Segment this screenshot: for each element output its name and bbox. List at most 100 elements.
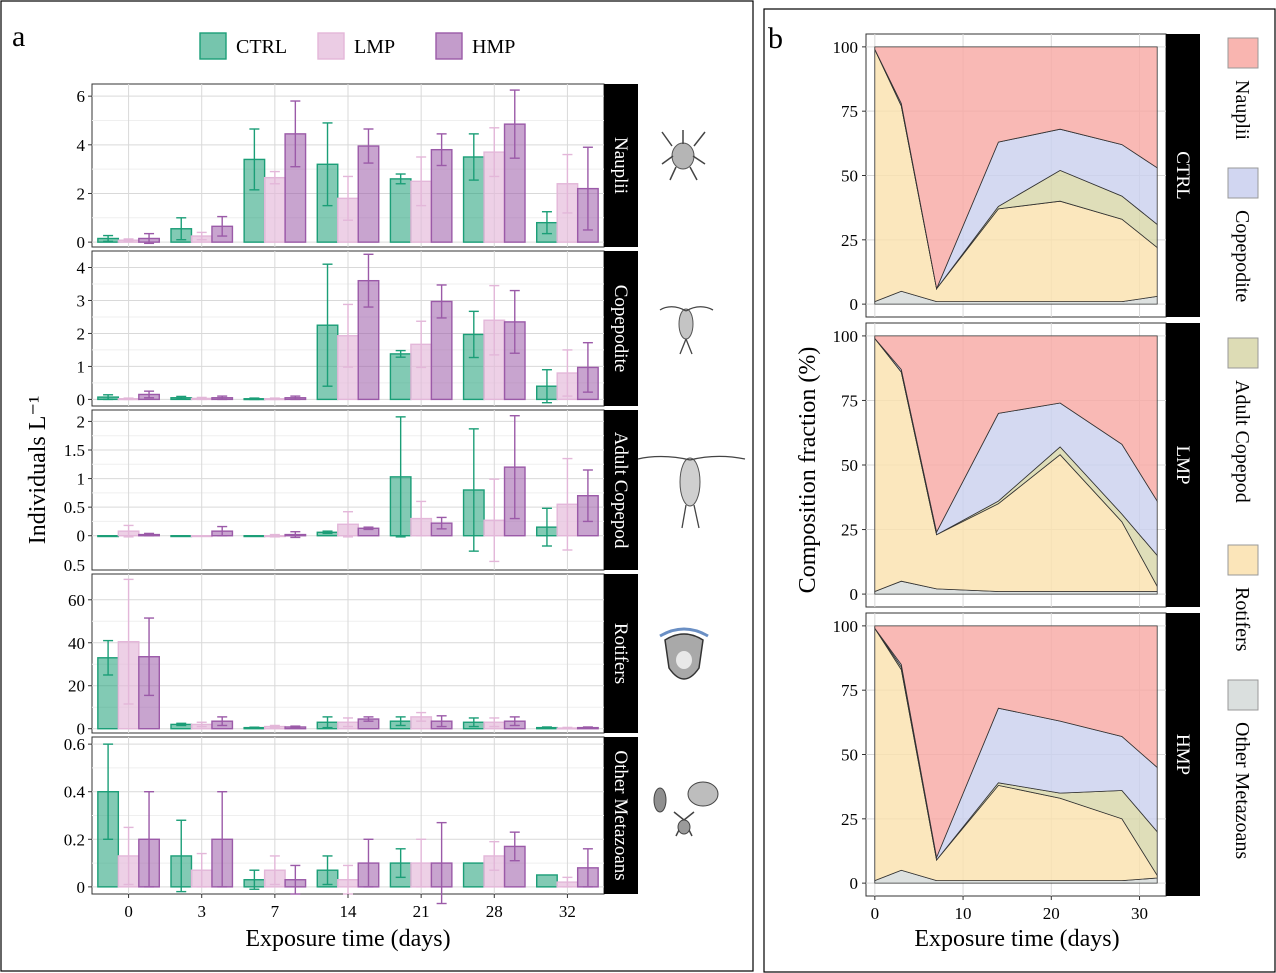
- copepodite-illustration: [659, 306, 714, 355]
- bar-ctrl-day-32: [536, 874, 558, 888]
- bar-ctrl-day-21: [389, 353, 412, 401]
- bar-ctrl-day-0: [97, 535, 120, 538]
- x-tick-label: 28: [486, 902, 503, 921]
- panel-a-y-axis-title: Individuals L⁻¹: [25, 396, 51, 545]
- facet-lmp: 0 25 50 75 100 LMP: [833, 322, 1200, 608]
- facet-hmp: 0 25 50 75 100 HMP: [833, 612, 1200, 897]
- legend-label-ctrl: CTRL: [236, 36, 287, 58]
- x-tick-label: 21: [413, 902, 430, 921]
- panel-b-letter: b: [768, 22, 783, 55]
- panel-a-facets: 0 2 4 6 Nauplii 0 1 2 3 4 Copepodite 0 0.5 1 1.5 2 0.5 Ad…: [64, 83, 638, 921]
- x-tick-label: 3: [197, 902, 206, 921]
- panel-b-legend: Nauplii Copepodite Adult Copepod Rotifers Ot…: [1227, 37, 1259, 859]
- legend-key-lmp: [317, 32, 345, 60]
- facet-strip-label: CTRL: [1172, 151, 1193, 200]
- area-nauplii: [874, 335, 1158, 534]
- x-tick-label: 14: [340, 902, 358, 921]
- area-nauplii: [874, 46, 1158, 291]
- y-tick-label: 0: [77, 390, 86, 409]
- other-metazoans-illustration: [653, 781, 719, 837]
- y-tick-label: 60: [68, 591, 85, 610]
- y-tick-label: 0: [850, 874, 859, 893]
- y-tick-label: 50: [841, 746, 858, 765]
- y-tick-label: 75: [841, 681, 858, 700]
- panel-a-frame: [0, 0, 754, 972]
- facet-strip: [604, 84, 638, 247]
- panel-a-letter: a: [12, 20, 25, 53]
- y-tick-label: 25: [841, 231, 858, 250]
- y-tick-label: 3: [77, 291, 86, 310]
- legend-label-other-metazoans: Other Metazoans: [1231, 722, 1253, 859]
- panel-a-legend: CTRL LMP HMP: [199, 32, 515, 60]
- facet-strip: [604, 410, 638, 570]
- legend-key-ctrl: [199, 32, 227, 60]
- panel-b-x-axis: 0 10 20 30: [871, 896, 1148, 923]
- x-tick-label: 32: [559, 902, 576, 921]
- facet-strip: [1166, 34, 1200, 317]
- facet-strip: [604, 574, 638, 733]
- panel-a-x-axis: 0 3 7 14 21 28 32: [124, 894, 576, 921]
- nauplius-illustration: [661, 130, 706, 181]
- x-tick-label: 10: [955, 904, 972, 923]
- legend-key-nauplii: [1227, 37, 1259, 69]
- legend-key-other-metazoans: [1227, 679, 1259, 711]
- bar-ctrl-day-21: [389, 178, 412, 243]
- y-tick-label: 0: [77, 720, 86, 739]
- y-tick-label: 0.2: [64, 830, 85, 849]
- bar-ctrl-day-7: [243, 535, 266, 538]
- facet-adult-copepod: 0 0.5 1 1.5 2 0.5 Adult Copepod: [64, 409, 638, 575]
- x-tick-label: 0: [871, 904, 880, 923]
- y-tick-label: 50: [841, 167, 858, 186]
- y-tick-label: 50: [841, 456, 858, 475]
- y-tick-label: 2: [77, 184, 86, 203]
- facet-rotifers: 0 20 40 60 Rotifers: [68, 573, 638, 739]
- legend-key-hmp: [435, 32, 463, 60]
- x-tick-label: 0: [124, 902, 133, 921]
- panel-a-x-axis-title: Exposure time (days): [245, 926, 450, 952]
- y-tick-label: 25: [841, 810, 858, 829]
- y-tick-label: 6: [77, 87, 86, 106]
- facet-strip-label: LMP: [1172, 445, 1193, 484]
- legend-label-copepodite: Copepodite: [1231, 210, 1253, 302]
- facet-strip-label: Adult Copepod: [610, 432, 631, 549]
- facet-strip-label: Nauplii: [610, 137, 631, 194]
- area-nauplii: [874, 625, 1158, 859]
- facet-strip-label: HMP: [1172, 734, 1193, 775]
- facet-strip-label: Other Metazoans: [610, 750, 631, 880]
- legend-key-rotifers: [1227, 544, 1259, 576]
- y-tick-label: 0.6: [64, 735, 85, 754]
- y-tick-label: 1: [77, 357, 86, 376]
- y-tick-label: 2: [77, 324, 86, 343]
- legend-key-copepodite: [1227, 167, 1259, 199]
- facet-strip: [1166, 323, 1200, 607]
- legend-label-adult-copepod: Adult Copepod: [1231, 380, 1253, 503]
- organism-illustrations: [637, 130, 746, 837]
- facet-strip-label: Copepodite: [610, 285, 631, 373]
- legend-label-lmp: LMP: [354, 36, 395, 58]
- facet-nauplii: 0 2 4 6 Nauplii: [77, 83, 638, 252]
- y-tick-label: 0.5: [64, 556, 85, 575]
- y-tick-label: 1: [77, 470, 86, 489]
- bar-ctrl-day-28: [462, 862, 485, 888]
- y-tick-label: 20: [68, 677, 85, 696]
- facet-strip: [604, 737, 638, 894]
- bar-ctrl-day-3: [170, 535, 193, 538]
- facet-ctrl: 0 25 50 75 100 CTRL: [833, 33, 1200, 318]
- x-tick-label: 20: [1043, 904, 1060, 923]
- y-tick-label: 0: [77, 527, 86, 546]
- facet-copepodite: 0 1 2 3 4 Copepodite: [77, 250, 638, 409]
- y-tick-label: 0.5: [64, 498, 85, 517]
- legend-label-hmp: HMP: [472, 36, 515, 58]
- y-tick-label: 0: [77, 878, 86, 897]
- y-tick-label: 0: [850, 295, 859, 314]
- bar-lmp-day-7: [263, 176, 286, 243]
- panel-b-x-axis-title: Exposure time (days): [914, 926, 1119, 952]
- x-tick-label: 7: [271, 902, 280, 921]
- y-tick-label: 25: [841, 521, 858, 540]
- bar-lmp-day-3: [190, 535, 213, 538]
- legend-key-adult-copepod: [1227, 337, 1259, 369]
- rotifer-illustration: [659, 627, 709, 680]
- y-tick-label: 100: [833, 617, 859, 636]
- y-tick-label: 2: [77, 412, 86, 431]
